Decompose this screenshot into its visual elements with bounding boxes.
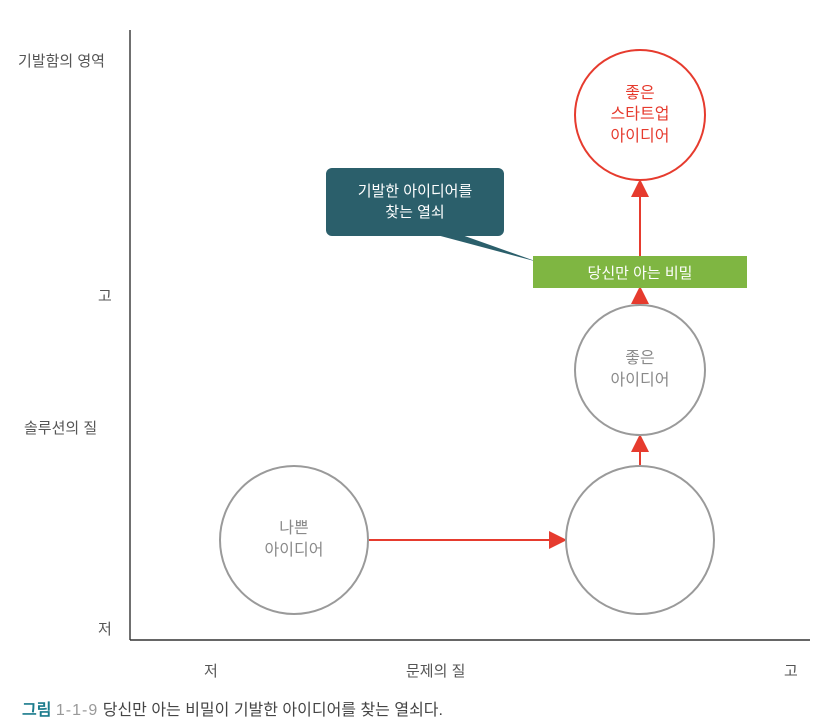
caption-number: 1-1-9: [56, 702, 98, 719]
node-bad-idea: 나쁜아이디어: [219, 465, 369, 615]
node-good-idea: 좋은아이디어: [574, 304, 706, 436]
y-tick-low: 저: [98, 618, 112, 639]
figure-caption: 그림 1-1-9 당신만 아는 비밀이 기발한 아이디어를 찾는 열쇠다.: [22, 696, 443, 720]
node-transit: [565, 465, 715, 615]
y-tick-genius: 기발함의 영역: [18, 50, 105, 71]
callout-box: 기발한 아이디어를찾는 열쇠: [326, 168, 504, 236]
node-good-label: 좋은아이디어: [611, 348, 670, 391]
diagram-root: 솔루션의 질 저 고 기발함의 영역 문제의 질 저 고 나쁜아이디어 좋은아이…: [0, 0, 826, 724]
x-tick-high: 고: [784, 660, 798, 681]
y-tick-high: 고: [98, 285, 112, 306]
y-axis-label: 솔루션의 질: [24, 417, 97, 438]
x-tick-low: 저: [204, 660, 218, 681]
caption-prefix: 그림: [22, 702, 51, 719]
secret-bar: 당신만 아는 비밀: [533, 256, 747, 288]
x-axis-label: 문제의 질: [406, 660, 465, 681]
secret-bar-text: 당신만 아는 비밀: [588, 262, 693, 283]
caption-text: 당신만 아는 비밀이 기발한 아이디어를 찾는 열쇠다.: [103, 702, 443, 719]
node-startup-label: 좋은스타트업아이디어: [611, 83, 670, 148]
node-startup-idea: 좋은스타트업아이디어: [574, 49, 706, 181]
callout-text: 기발한 아이디어를찾는 열쇠: [358, 181, 473, 223]
node-bad-label: 나쁜아이디어: [265, 518, 324, 561]
